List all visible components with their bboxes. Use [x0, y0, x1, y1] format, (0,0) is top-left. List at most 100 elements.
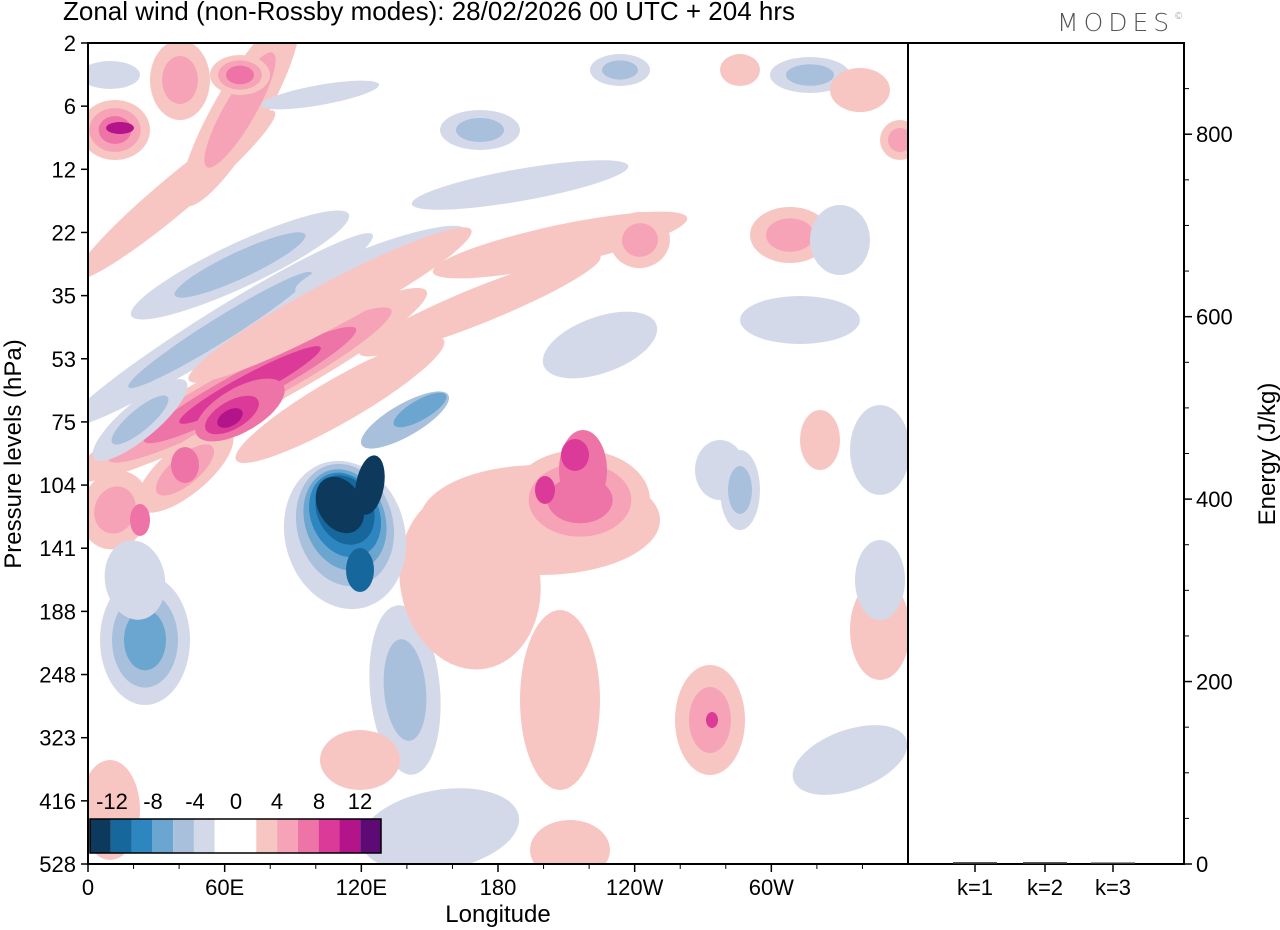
wind-contour	[260, 80, 380, 110]
y-tick-label: 141	[39, 536, 76, 561]
energy-axis-title: Energy (J/kg)	[1254, 383, 1280, 526]
y-axis: 2 6 12 22 35 53 75 104 141 188 248 323 416 528	[39, 31, 88, 877]
wind-contour	[174, 232, 306, 298]
y-tick-label: 323	[39, 726, 76, 751]
wind-contour	[217, 408, 243, 428]
energy-bar-k1	[953, 862, 997, 864]
colorbar-label: 12	[348, 789, 372, 814]
wind-contour	[766, 218, 814, 252]
energy-tick-label: 200	[1196, 670, 1233, 695]
x-axis: 0 60E 120E 180 120W 60W	[82, 864, 863, 900]
energy-category-label: k=2	[1027, 875, 1063, 900]
wind-contour	[561, 439, 589, 471]
wind-contour	[393, 392, 447, 428]
energy-category-label: k=1	[957, 875, 993, 900]
colorbar-swatch	[360, 819, 381, 853]
colorbar-swatch	[131, 819, 153, 853]
y-tick-label: 104	[39, 473, 76, 498]
x-tick-label: 0	[82, 875, 94, 900]
wind-contour	[128, 271, 312, 389]
y-tick-label: 22	[52, 220, 76, 245]
wind-contour	[88, 61, 140, 89]
wind-contour	[720, 54, 760, 86]
energy-axis: 0 200 400 600 800	[1184, 88, 1233, 877]
energy-frame	[907, 42, 1185, 865]
wind-contour	[520, 610, 600, 790]
wind-contour	[104, 540, 166, 620]
chart-title: Zonal wind (non-Rossby modes): 28/02/202…	[63, 0, 795, 26]
y-axis-title: Pressure levels (hPa)	[0, 339, 27, 568]
energy-bar-k3	[1091, 862, 1135, 864]
wind-contour	[111, 395, 169, 445]
colorbar-label: -4	[185, 789, 205, 814]
wind-contour	[171, 447, 199, 483]
x-tick-label: 60E	[205, 875, 244, 900]
wind-contour	[850, 405, 908, 495]
wind-contour	[810, 205, 870, 275]
colorbar-label: -8	[143, 789, 163, 814]
energy-category-label: k=3	[1095, 875, 1131, 900]
wind-contour	[360, 788, 520, 864]
y-tick-label: 6	[64, 94, 76, 119]
modes-logo: MODES©	[1057, 8, 1183, 37]
wind-contour	[411, 160, 629, 210]
y-tick-label: 2	[64, 31, 76, 56]
brand-text: MODES	[1057, 8, 1175, 37]
wind-contour	[383, 639, 427, 741]
y-tick-label: 35	[52, 284, 76, 309]
wind-contour	[346, 548, 374, 592]
wind-contour	[130, 504, 150, 536]
colorbar-swatch	[256, 819, 278, 853]
wind-contour	[830, 68, 890, 112]
wind-contour	[188, 227, 472, 383]
wind-contour	[162, 56, 198, 104]
wind-contour	[315, 476, 365, 534]
colorbar-swatch	[318, 819, 340, 853]
wind-contour	[888, 128, 908, 152]
brand-mark: ©	[1174, 12, 1184, 22]
colorbar-swatch	[173, 819, 194, 853]
colorbar-swatch	[277, 819, 298, 853]
energy-tick-label: 400	[1196, 487, 1233, 512]
y-tick-label: 248	[39, 663, 76, 688]
colorbar-swatch	[90, 819, 111, 853]
wind-contour	[786, 64, 834, 86]
colorbar-label: 8	[313, 789, 325, 814]
energy-bar-k2	[1023, 862, 1067, 864]
y-tick-label: 12	[52, 157, 76, 182]
wind-contour	[226, 65, 254, 85]
wind-contour	[792, 725, 908, 795]
colorbar-swatch	[297, 819, 319, 853]
wind-contour	[800, 410, 840, 470]
y-tick-label: 188	[39, 599, 76, 624]
y-tick-label: 75	[52, 410, 76, 435]
wind-contour	[235, 337, 445, 463]
y-tick-label: 416	[39, 789, 76, 814]
wind-contour	[706, 712, 718, 728]
wind-contour	[602, 60, 638, 80]
wind-heatmap	[88, 43, 908, 864]
colorbar-label: 0	[230, 789, 242, 814]
wind-contour	[94, 486, 136, 534]
wind-contour	[728, 466, 752, 514]
wind-contour	[355, 455, 385, 515]
colorbar-swatch	[339, 819, 361, 853]
energy-tick-label: 600	[1196, 305, 1233, 330]
colorbar-label: -12	[96, 789, 128, 814]
colorbar-swatch	[152, 819, 174, 853]
wind-contour	[106, 122, 134, 134]
colorbar-swatch	[235, 819, 257, 853]
wind-contour	[530, 820, 610, 864]
wind-contour	[124, 609, 166, 671]
wind-contour	[359, 253, 601, 357]
x-tick-label: 180	[480, 875, 517, 900]
y-tick-label: 528	[39, 852, 76, 877]
wind-contour	[535, 476, 555, 504]
wind-contour	[542, 311, 658, 379]
energy-tick-label: 0	[1196, 852, 1208, 877]
x-tick-label: 120W	[606, 875, 664, 900]
y-tick-label: 53	[52, 347, 76, 372]
colorbar-swatch	[110, 819, 132, 853]
wind-contour	[456, 118, 504, 142]
wind-contour	[855, 540, 905, 620]
